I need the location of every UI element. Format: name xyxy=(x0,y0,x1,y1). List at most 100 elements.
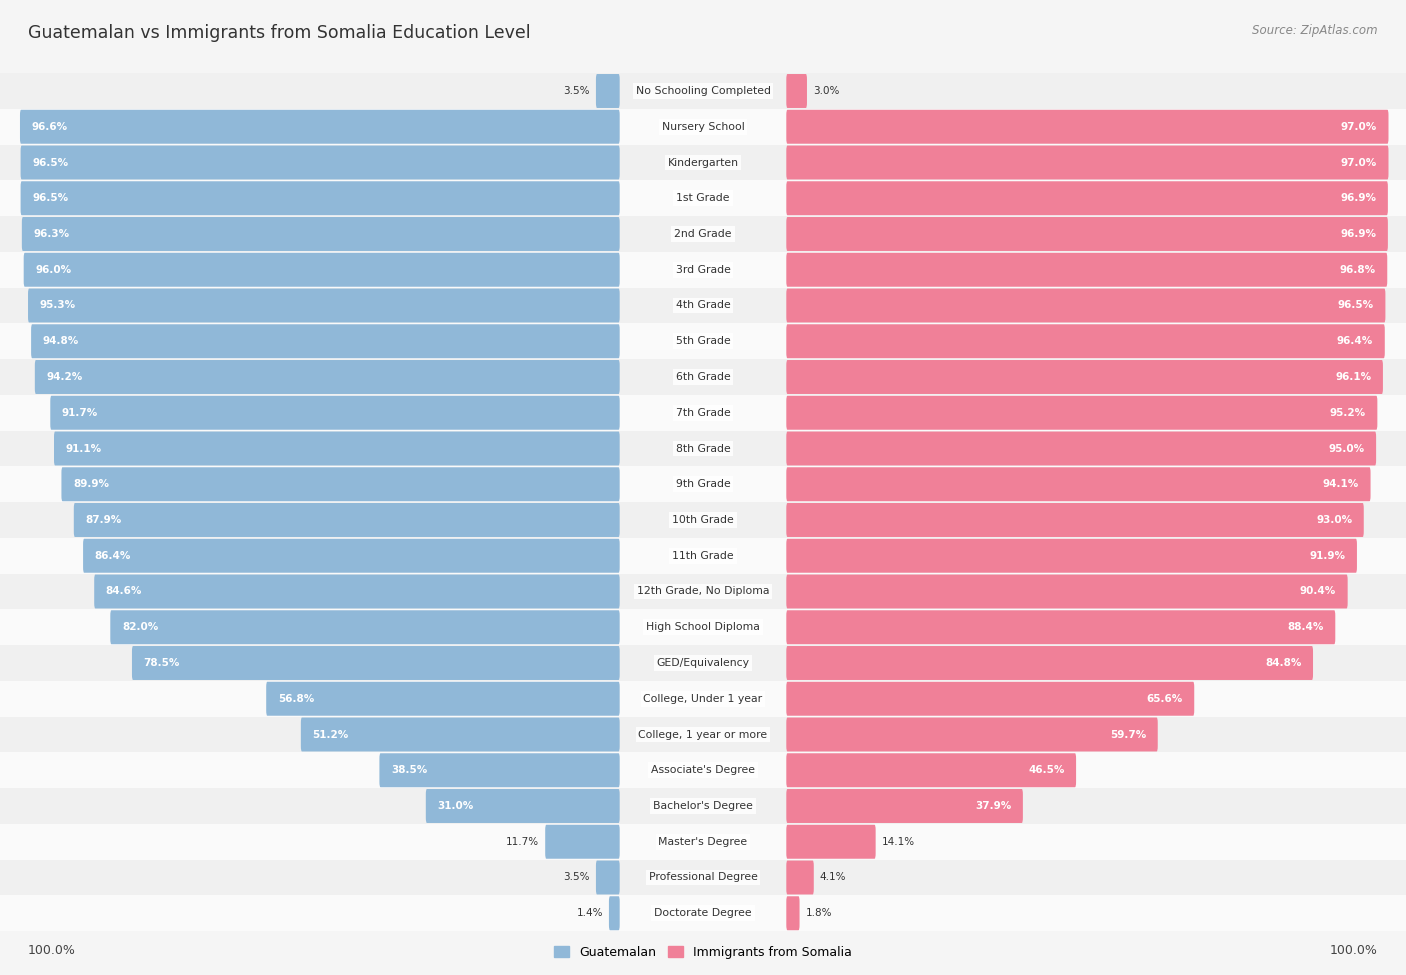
Text: Doctorate Degree: Doctorate Degree xyxy=(654,909,752,918)
Text: 96.9%: 96.9% xyxy=(1340,193,1376,203)
Text: 96.1%: 96.1% xyxy=(1336,372,1371,382)
FancyBboxPatch shape xyxy=(786,682,1194,716)
Text: High School Diploma: High School Diploma xyxy=(647,622,759,632)
Text: Kindergarten: Kindergarten xyxy=(668,158,738,168)
FancyBboxPatch shape xyxy=(786,861,814,894)
Text: Nursery School: Nursery School xyxy=(662,122,744,132)
Text: 11th Grade: 11th Grade xyxy=(672,551,734,561)
Text: 88.4%: 88.4% xyxy=(1288,622,1323,632)
Text: 56.8%: 56.8% xyxy=(278,694,314,704)
Text: 4.1%: 4.1% xyxy=(820,873,846,882)
Text: College, 1 year or more: College, 1 year or more xyxy=(638,729,768,739)
Bar xyxy=(0,288,1406,324)
Text: 91.1%: 91.1% xyxy=(66,444,101,453)
Text: 5th Grade: 5th Grade xyxy=(676,336,730,346)
FancyBboxPatch shape xyxy=(266,682,620,716)
Text: 94.1%: 94.1% xyxy=(1323,480,1360,489)
FancyBboxPatch shape xyxy=(786,789,1024,823)
Text: 91.9%: 91.9% xyxy=(1309,551,1346,561)
Bar xyxy=(0,860,1406,895)
FancyBboxPatch shape xyxy=(786,289,1385,323)
FancyBboxPatch shape xyxy=(786,539,1357,572)
Bar xyxy=(0,144,1406,180)
FancyBboxPatch shape xyxy=(786,145,1389,179)
Text: 91.7%: 91.7% xyxy=(62,408,98,417)
Text: 84.6%: 84.6% xyxy=(105,587,142,597)
FancyBboxPatch shape xyxy=(110,610,620,644)
Text: 7th Grade: 7th Grade xyxy=(676,408,730,417)
Text: 59.7%: 59.7% xyxy=(1109,729,1146,739)
Text: 93.0%: 93.0% xyxy=(1316,515,1353,525)
FancyBboxPatch shape xyxy=(62,467,620,501)
FancyBboxPatch shape xyxy=(426,789,620,823)
Text: 96.5%: 96.5% xyxy=(32,158,69,168)
Text: 3.0%: 3.0% xyxy=(813,86,839,96)
Text: 84.8%: 84.8% xyxy=(1265,658,1302,668)
Text: 96.5%: 96.5% xyxy=(1337,300,1374,310)
Text: 97.0%: 97.0% xyxy=(1341,122,1376,132)
FancyBboxPatch shape xyxy=(20,110,620,143)
Bar xyxy=(0,895,1406,931)
FancyBboxPatch shape xyxy=(596,861,620,894)
Bar xyxy=(0,180,1406,216)
FancyBboxPatch shape xyxy=(596,74,620,108)
Text: 89.9%: 89.9% xyxy=(73,480,110,489)
Text: 38.5%: 38.5% xyxy=(391,765,427,775)
Bar xyxy=(0,109,1406,144)
Bar xyxy=(0,431,1406,466)
Text: 14.1%: 14.1% xyxy=(882,837,915,846)
FancyBboxPatch shape xyxy=(786,825,876,859)
Bar xyxy=(0,252,1406,288)
Text: 95.3%: 95.3% xyxy=(39,300,76,310)
Bar xyxy=(0,681,1406,717)
Text: 3.5%: 3.5% xyxy=(564,873,591,882)
FancyBboxPatch shape xyxy=(73,503,620,537)
Text: 8th Grade: 8th Grade xyxy=(676,444,730,453)
Text: 1.4%: 1.4% xyxy=(576,909,603,918)
Text: 94.8%: 94.8% xyxy=(42,336,79,346)
Text: 96.3%: 96.3% xyxy=(34,229,69,239)
Text: 95.2%: 95.2% xyxy=(1330,408,1365,417)
Text: 96.4%: 96.4% xyxy=(1337,336,1374,346)
Bar xyxy=(0,609,1406,645)
FancyBboxPatch shape xyxy=(786,467,1371,501)
Text: 31.0%: 31.0% xyxy=(437,801,474,811)
FancyBboxPatch shape xyxy=(31,325,620,358)
Text: 51.2%: 51.2% xyxy=(312,729,349,739)
FancyBboxPatch shape xyxy=(786,718,1157,752)
FancyBboxPatch shape xyxy=(51,396,620,430)
FancyBboxPatch shape xyxy=(786,253,1388,287)
Text: 12th Grade, No Diploma: 12th Grade, No Diploma xyxy=(637,587,769,597)
FancyBboxPatch shape xyxy=(53,432,620,465)
Text: 96.6%: 96.6% xyxy=(31,122,67,132)
FancyBboxPatch shape xyxy=(786,503,1364,537)
Text: 9th Grade: 9th Grade xyxy=(676,480,730,489)
FancyBboxPatch shape xyxy=(786,396,1378,430)
FancyBboxPatch shape xyxy=(546,825,620,859)
Bar xyxy=(0,359,1406,395)
Legend: Guatemalan, Immigrants from Somalia: Guatemalan, Immigrants from Somalia xyxy=(548,941,858,964)
Bar xyxy=(0,395,1406,431)
Text: Professional Degree: Professional Degree xyxy=(648,873,758,882)
Text: 82.0%: 82.0% xyxy=(122,622,157,632)
Text: 1st Grade: 1st Grade xyxy=(676,193,730,203)
Bar xyxy=(0,466,1406,502)
Bar xyxy=(0,216,1406,252)
Text: 96.0%: 96.0% xyxy=(35,265,72,275)
FancyBboxPatch shape xyxy=(786,217,1388,251)
FancyBboxPatch shape xyxy=(786,754,1076,787)
Text: 90.4%: 90.4% xyxy=(1299,587,1336,597)
Text: 87.9%: 87.9% xyxy=(86,515,122,525)
FancyBboxPatch shape xyxy=(786,325,1385,358)
Text: 96.8%: 96.8% xyxy=(1340,265,1375,275)
FancyBboxPatch shape xyxy=(94,574,620,608)
Bar xyxy=(0,502,1406,538)
Bar xyxy=(0,645,1406,681)
Text: 100.0%: 100.0% xyxy=(28,944,76,957)
Text: 2nd Grade: 2nd Grade xyxy=(675,229,731,239)
Text: Associate's Degree: Associate's Degree xyxy=(651,765,755,775)
Bar xyxy=(0,573,1406,609)
Text: 3rd Grade: 3rd Grade xyxy=(675,265,731,275)
Text: 97.0%: 97.0% xyxy=(1341,158,1376,168)
FancyBboxPatch shape xyxy=(132,646,620,680)
